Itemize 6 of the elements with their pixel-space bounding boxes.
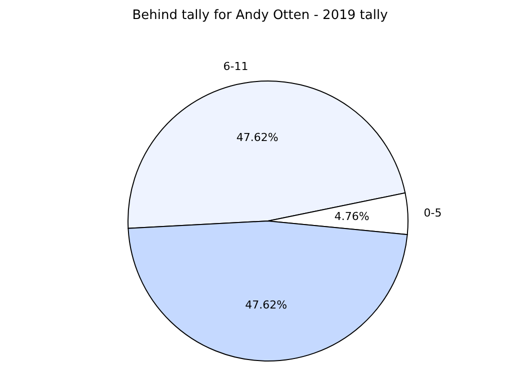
slice-label: 6-11 xyxy=(223,60,248,73)
data-label: 47.62% xyxy=(245,298,288,312)
data-label: 4.76% xyxy=(334,210,370,224)
chart-title: Behind tally for Andy Otten - 2019 tally xyxy=(131,8,389,25)
data-label: 47.62% xyxy=(236,131,278,144)
slice-label: 0-5 xyxy=(424,206,442,220)
